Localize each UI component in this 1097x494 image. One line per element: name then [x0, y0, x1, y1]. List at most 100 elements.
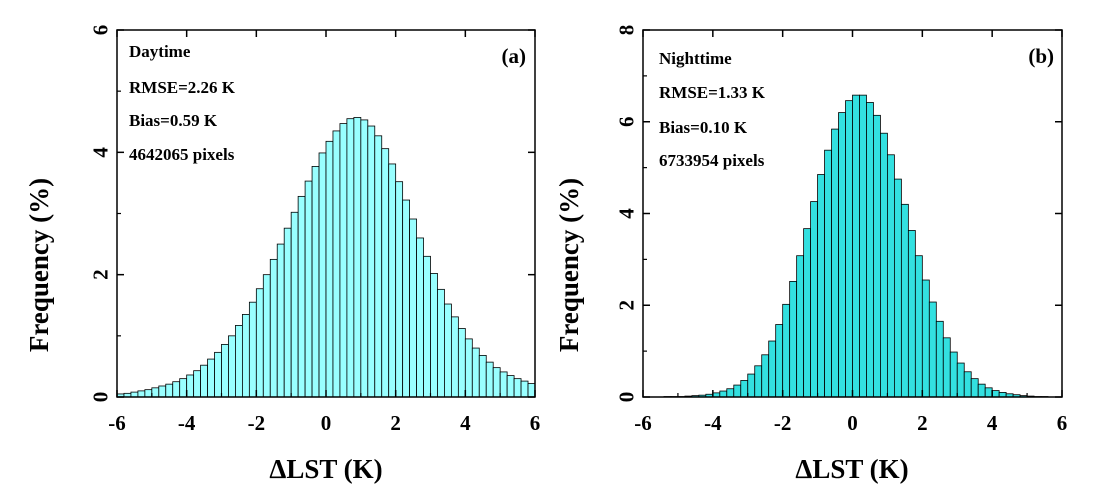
panel-a-x-tick-label: 6 — [530, 411, 541, 435]
panel-b-bar — [775, 324, 784, 398]
panel-a-bar — [464, 338, 473, 398]
panel-a-y-tick-label: 4 — [88, 147, 112, 158]
panel-b-bar — [761, 354, 770, 398]
panel-b-ticks: -6 -4 -2 0 2 4 6 0 2 4 6 8 — [614, 25, 1067, 435]
panel-b-x-tick-label: -2 — [774, 411, 792, 435]
panel-a-bar — [381, 148, 390, 398]
panel-a-bar — [158, 385, 167, 398]
panel-a-bar — [186, 374, 195, 398]
panel-a-bar — [235, 325, 243, 398]
panel-a-bar — [346, 118, 355, 398]
panel-a-bar — [416, 237, 424, 398]
panel-b-bar — [949, 351, 958, 398]
panel-a-annotation-pixels: 4642065 pixels — [129, 145, 235, 164]
panel-a-bar — [457, 328, 466, 398]
panel-b-bar — [740, 380, 749, 398]
panel-b-bar — [928, 301, 937, 398]
panel-b-annotation-title: Nighttime — [659, 49, 732, 68]
panel-b-bar — [733, 384, 742, 398]
panel-a-bar — [137, 390, 146, 398]
panel-a-bar — [207, 358, 215, 398]
panel-a-bar — [353, 117, 362, 398]
panel-b-x-axis-label: ΔLST (K) — [795, 454, 908, 484]
panel-a-bar — [450, 316, 459, 398]
panel-b-label: (b) — [1028, 44, 1054, 68]
panel-a-bar — [262, 274, 271, 398]
panel-b-bar — [984, 387, 993, 398]
panel-b-bar — [977, 383, 986, 398]
panel-b-bar — [796, 255, 805, 398]
panel-a-y-tick-label: 6 — [88, 25, 112, 36]
panel-b-bar — [970, 378, 979, 398]
panel-a-bar — [506, 375, 515, 398]
panel-a-bar — [304, 180, 313, 398]
panel-b-bar — [942, 337, 951, 398]
panel-b-bar — [845, 100, 853, 398]
panel-b-bar — [866, 102, 874, 398]
panel-b-bar — [824, 149, 832, 398]
panel-b-bar — [956, 362, 965, 398]
panel-a-bars — [116, 117, 536, 398]
panel-a-bar — [423, 255, 431, 398]
panel-b-bar — [789, 280, 798, 398]
panel-b-bar — [782, 303, 791, 398]
panel-a-x-tick-label: -2 — [248, 411, 266, 435]
panel-a-bar — [151, 387, 160, 398]
panel-a-bar — [409, 218, 417, 398]
panel-b-bar — [907, 230, 916, 398]
panel-a-bar — [499, 371, 508, 398]
panel-b-bar — [880, 132, 888, 398]
panel-a-bar — [276, 243, 285, 398]
panel-a-annotation-title: Daytime — [129, 42, 191, 61]
panel-a-y-axis-label: Frequency (%) — [24, 178, 54, 352]
panel-a-bar — [325, 140, 334, 398]
panel-b-bar — [963, 371, 972, 398]
panel-b-bar — [810, 201, 818, 398]
panel-a-bar — [221, 343, 229, 398]
panel-a-x-tick-label: 0 — [321, 411, 332, 435]
panel-a-bar — [255, 288, 264, 398]
panel-a-bar — [471, 347, 480, 398]
panel-b-annotation-rmse: RMSE=1.33 K — [659, 83, 766, 102]
panel-a-bar — [520, 380, 529, 398]
panel-b-y-tick-label: 8 — [614, 25, 638, 36]
panel-b-bar — [935, 320, 944, 398]
panel-a-bar — [437, 288, 445, 398]
panel-a-x-axis-label: ΔLST (K) — [269, 454, 382, 484]
panel-b-y-tick-label: 2 — [614, 300, 638, 311]
panel-a-bar — [318, 152, 327, 398]
panel-a-bar — [402, 199, 410, 398]
panel-b-x-tick-label: 2 — [917, 411, 928, 435]
panel-a-x-tick-label: -4 — [178, 411, 196, 435]
panel-a-bar — [214, 351, 222, 398]
panel-a-bar — [297, 195, 306, 398]
panel-b-bar — [726, 388, 735, 398]
panel-a-bar — [360, 119, 369, 398]
panel-b-bar — [838, 112, 846, 398]
panel-b-bar — [754, 365, 763, 398]
panel-a-bar — [513, 378, 522, 398]
panel-a-bar — [339, 123, 348, 398]
panel-a-bar — [478, 355, 487, 398]
panel-b-x-tick-label: 0 — [847, 411, 858, 435]
panel-b-bar — [747, 373, 756, 398]
panel-a-bar — [367, 125, 376, 398]
panel-a-bar — [444, 303, 452, 398]
panel-b-bars — [663, 94, 1049, 398]
panel-b-x-tick-label: 6 — [1057, 411, 1068, 435]
panel-a-y-tick-label: 0 — [88, 392, 112, 403]
panel-a-bar — [485, 361, 494, 398]
panel-a-bar — [179, 378, 188, 398]
panel-a-bar — [172, 381, 181, 398]
panel-a-bar — [290, 211, 299, 398]
panel-b-y-tick-label: 4 — [614, 208, 638, 219]
panel-b-bar — [817, 174, 825, 398]
panel-b-bar — [803, 228, 811, 398]
panel-a-bar — [269, 258, 278, 398]
panel-a-bar — [527, 383, 536, 398]
panel-b-annotation-bias: Bias=0.10 K — [659, 118, 748, 137]
panel-b-bar — [852, 94, 860, 398]
panel-b-bar — [768, 340, 777, 398]
panel-b-bar — [894, 178, 902, 398]
panel-a-x-tick-label: -6 — [108, 411, 126, 435]
